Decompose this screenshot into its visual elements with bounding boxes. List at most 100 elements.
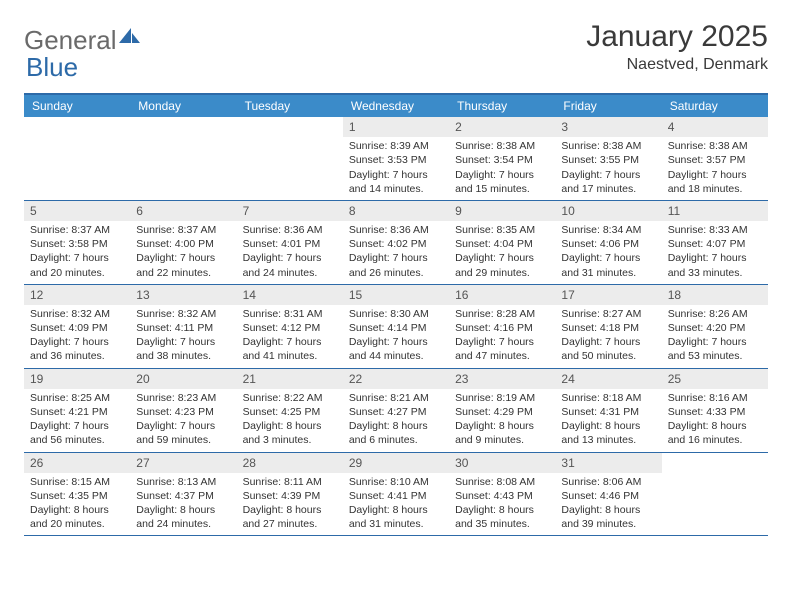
day-header: Monday bbox=[130, 95, 236, 117]
day-text: Sunrise: 8:39 AMSunset: 3:53 PMDaylight:… bbox=[343, 139, 449, 200]
day-text: Sunrise: 8:38 AMSunset: 3:54 PMDaylight:… bbox=[449, 139, 555, 200]
day-cell: 6Sunrise: 8:37 AMSunset: 4:00 PMDaylight… bbox=[130, 201, 236, 284]
week-row: 12Sunrise: 8:32 AMSunset: 4:09 PMDayligh… bbox=[24, 285, 768, 369]
day-number: 7 bbox=[237, 201, 343, 221]
day-cell: 4Sunrise: 8:38 AMSunset: 3:57 PMDaylight… bbox=[662, 117, 768, 200]
day-text: Sunrise: 8:38 AMSunset: 3:57 PMDaylight:… bbox=[662, 139, 768, 200]
day-cell: 29Sunrise: 8:10 AMSunset: 4:41 PMDayligh… bbox=[343, 453, 449, 536]
day-cell: 19Sunrise: 8:25 AMSunset: 4:21 PMDayligh… bbox=[24, 369, 130, 452]
day-number: 21 bbox=[237, 369, 343, 389]
day-number: 3 bbox=[555, 117, 661, 137]
logo-text-blue: Blue bbox=[26, 52, 78, 83]
day-number: 16 bbox=[449, 285, 555, 305]
day-number: 18 bbox=[662, 285, 768, 305]
title-block: January 2025 Naestved, Denmark bbox=[586, 20, 768, 74]
day-cell: 25Sunrise: 8:16 AMSunset: 4:33 PMDayligh… bbox=[662, 369, 768, 452]
week-row: 1Sunrise: 8:39 AMSunset: 3:53 PMDaylight… bbox=[24, 117, 768, 201]
day-text: Sunrise: 8:11 AMSunset: 4:39 PMDaylight:… bbox=[237, 475, 343, 536]
day-number: 19 bbox=[24, 369, 130, 389]
day-number: 23 bbox=[449, 369, 555, 389]
location: Naestved, Denmark bbox=[586, 56, 768, 74]
day-cell: 26Sunrise: 8:15 AMSunset: 4:35 PMDayligh… bbox=[24, 453, 130, 536]
day-header: Tuesday bbox=[237, 95, 343, 117]
day-cell: 13Sunrise: 8:32 AMSunset: 4:11 PMDayligh… bbox=[130, 285, 236, 368]
day-header: Wednesday bbox=[343, 95, 449, 117]
day-text: Sunrise: 8:37 AMSunset: 4:00 PMDaylight:… bbox=[130, 223, 236, 284]
day-number: 15 bbox=[343, 285, 449, 305]
day-text: Sunrise: 8:27 AMSunset: 4:18 PMDaylight:… bbox=[555, 307, 661, 368]
day-text: Sunrise: 8:18 AMSunset: 4:31 PMDaylight:… bbox=[555, 391, 661, 452]
day-cell: 16Sunrise: 8:28 AMSunset: 4:16 PMDayligh… bbox=[449, 285, 555, 368]
empty-cell bbox=[662, 453, 768, 536]
day-text: Sunrise: 8:35 AMSunset: 4:04 PMDaylight:… bbox=[449, 223, 555, 284]
day-cell: 21Sunrise: 8:22 AMSunset: 4:25 PMDayligh… bbox=[237, 369, 343, 452]
empty-cell bbox=[24, 117, 130, 200]
day-text: Sunrise: 8:06 AMSunset: 4:46 PMDaylight:… bbox=[555, 475, 661, 536]
day-cell: 5Sunrise: 8:37 AMSunset: 3:58 PMDaylight… bbox=[24, 201, 130, 284]
day-header: Thursday bbox=[449, 95, 555, 117]
day-text: Sunrise: 8:32 AMSunset: 4:11 PMDaylight:… bbox=[130, 307, 236, 368]
day-number: 2 bbox=[449, 117, 555, 137]
day-header: Sunday bbox=[24, 95, 130, 117]
day-number: 28 bbox=[237, 453, 343, 473]
day-text: Sunrise: 8:32 AMSunset: 4:09 PMDaylight:… bbox=[24, 307, 130, 368]
day-number: 31 bbox=[555, 453, 661, 473]
day-number: 4 bbox=[662, 117, 768, 137]
day-text: Sunrise: 8:31 AMSunset: 4:12 PMDaylight:… bbox=[237, 307, 343, 368]
calendar: SundayMondayTuesdayWednesdayThursdayFrid… bbox=[24, 93, 768, 536]
day-text: Sunrise: 8:26 AMSunset: 4:20 PMDaylight:… bbox=[662, 307, 768, 368]
day-header: Saturday bbox=[662, 95, 768, 117]
day-text: Sunrise: 8:38 AMSunset: 3:55 PMDaylight:… bbox=[555, 139, 661, 200]
empty-cell bbox=[237, 117, 343, 200]
day-cell: 10Sunrise: 8:34 AMSunset: 4:06 PMDayligh… bbox=[555, 201, 661, 284]
day-cell: 15Sunrise: 8:30 AMSunset: 4:14 PMDayligh… bbox=[343, 285, 449, 368]
day-number: 26 bbox=[24, 453, 130, 473]
day-number: 24 bbox=[555, 369, 661, 389]
day-cell: 30Sunrise: 8:08 AMSunset: 4:43 PMDayligh… bbox=[449, 453, 555, 536]
day-number: 25 bbox=[662, 369, 768, 389]
day-text: Sunrise: 8:15 AMSunset: 4:35 PMDaylight:… bbox=[24, 475, 130, 536]
day-number: 14 bbox=[237, 285, 343, 305]
logo-sail-icon bbox=[119, 20, 141, 51]
day-number: 20 bbox=[130, 369, 236, 389]
day-text: Sunrise: 8:36 AMSunset: 4:01 PMDaylight:… bbox=[237, 223, 343, 284]
day-header-row: SundayMondayTuesdayWednesdayThursdayFrid… bbox=[24, 95, 768, 117]
week-row: 19Sunrise: 8:25 AMSunset: 4:21 PMDayligh… bbox=[24, 369, 768, 453]
day-cell: 31Sunrise: 8:06 AMSunset: 4:46 PMDayligh… bbox=[555, 453, 661, 536]
day-text: Sunrise: 8:33 AMSunset: 4:07 PMDaylight:… bbox=[662, 223, 768, 284]
day-cell: 9Sunrise: 8:35 AMSunset: 4:04 PMDaylight… bbox=[449, 201, 555, 284]
day-cell: 11Sunrise: 8:33 AMSunset: 4:07 PMDayligh… bbox=[662, 201, 768, 284]
week-row: 5Sunrise: 8:37 AMSunset: 3:58 PMDaylight… bbox=[24, 201, 768, 285]
day-number: 17 bbox=[555, 285, 661, 305]
day-text: Sunrise: 8:28 AMSunset: 4:16 PMDaylight:… bbox=[449, 307, 555, 368]
day-text: Sunrise: 8:23 AMSunset: 4:23 PMDaylight:… bbox=[130, 391, 236, 452]
day-cell: 8Sunrise: 8:36 AMSunset: 4:02 PMDaylight… bbox=[343, 201, 449, 284]
weeks-container: 1Sunrise: 8:39 AMSunset: 3:53 PMDaylight… bbox=[24, 117, 768, 536]
day-cell: 28Sunrise: 8:11 AMSunset: 4:39 PMDayligh… bbox=[237, 453, 343, 536]
day-number: 6 bbox=[130, 201, 236, 221]
day-cell: 7Sunrise: 8:36 AMSunset: 4:01 PMDaylight… bbox=[237, 201, 343, 284]
day-text: Sunrise: 8:37 AMSunset: 3:58 PMDaylight:… bbox=[24, 223, 130, 284]
day-cell: 27Sunrise: 8:13 AMSunset: 4:37 PMDayligh… bbox=[130, 453, 236, 536]
day-cell: 20Sunrise: 8:23 AMSunset: 4:23 PMDayligh… bbox=[130, 369, 236, 452]
day-cell: 14Sunrise: 8:31 AMSunset: 4:12 PMDayligh… bbox=[237, 285, 343, 368]
day-cell: 12Sunrise: 8:32 AMSunset: 4:09 PMDayligh… bbox=[24, 285, 130, 368]
day-number: 11 bbox=[662, 201, 768, 221]
day-cell: 22Sunrise: 8:21 AMSunset: 4:27 PMDayligh… bbox=[343, 369, 449, 452]
day-cell: 3Sunrise: 8:38 AMSunset: 3:55 PMDaylight… bbox=[555, 117, 661, 200]
day-text: Sunrise: 8:22 AMSunset: 4:25 PMDaylight:… bbox=[237, 391, 343, 452]
day-cell: 1Sunrise: 8:39 AMSunset: 3:53 PMDaylight… bbox=[343, 117, 449, 200]
day-number: 22 bbox=[343, 369, 449, 389]
day-cell: 18Sunrise: 8:26 AMSunset: 4:20 PMDayligh… bbox=[662, 285, 768, 368]
day-text: Sunrise: 8:30 AMSunset: 4:14 PMDaylight:… bbox=[343, 307, 449, 368]
day-cell: 23Sunrise: 8:19 AMSunset: 4:29 PMDayligh… bbox=[449, 369, 555, 452]
day-text: Sunrise: 8:25 AMSunset: 4:21 PMDaylight:… bbox=[24, 391, 130, 452]
day-number: 10 bbox=[555, 201, 661, 221]
day-number: 30 bbox=[449, 453, 555, 473]
month-title: January 2025 bbox=[586, 20, 768, 54]
empty-cell bbox=[130, 117, 236, 200]
day-text: Sunrise: 8:13 AMSunset: 4:37 PMDaylight:… bbox=[130, 475, 236, 536]
day-header: Friday bbox=[555, 95, 661, 117]
day-text: Sunrise: 8:19 AMSunset: 4:29 PMDaylight:… bbox=[449, 391, 555, 452]
day-text: Sunrise: 8:10 AMSunset: 4:41 PMDaylight:… bbox=[343, 475, 449, 536]
